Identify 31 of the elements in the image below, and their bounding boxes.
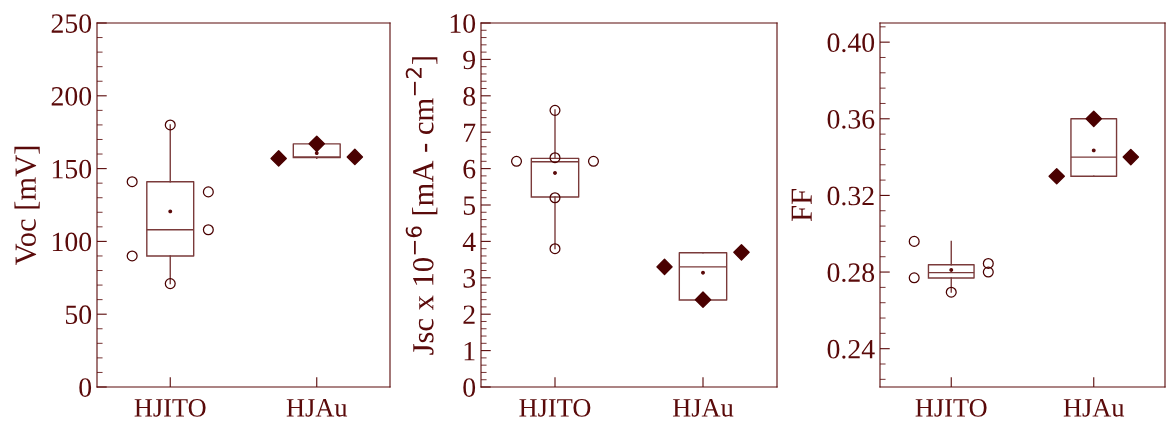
y-tick-label: 0.40 <box>827 33 875 53</box>
y-tick-label: 0.24 <box>827 339 875 359</box>
y-tick-label: 200 <box>51 86 92 106</box>
y-tick-label: 1 <box>464 341 475 361</box>
y-axis-title: FF <box>791 189 812 222</box>
x-tick-label: HJAu <box>1063 399 1125 417</box>
y-tick-label: 3 <box>463 269 476 288</box>
x-tick-label: HJAu <box>672 399 734 417</box>
x-tick-label: HJAu <box>286 399 348 417</box>
y-tick-label: 150 <box>52 159 92 179</box>
y-tick-label: 50 <box>65 305 92 325</box>
y-tick-label: 0 <box>463 378 476 397</box>
y-axis-title: Jsc x 10$^{−6}$ [mA - cm$^{−2}$] <box>405 57 438 355</box>
y-tick-label: 8 <box>463 86 476 106</box>
y-tick-label: 6 <box>463 159 476 179</box>
y-tick-label: 0.32 <box>827 186 874 206</box>
y-tick-label: 0 <box>79 378 92 397</box>
y-axis-title: Voc [mV] <box>14 146 40 266</box>
y-tick-label: 10 <box>450 14 476 33</box>
y-tick-label: 4 <box>462 232 476 252</box>
x-tick-label: HJITO <box>519 398 591 417</box>
y-tick-label: 0.28 <box>827 263 875 283</box>
y-tick-label: 2 <box>463 305 475 324</box>
x-tick-label: HJITO <box>134 398 206 417</box>
y-tick-label: 100 <box>52 232 92 252</box>
y-tick-label: 9 <box>463 50 475 70</box>
y-tick-label: 5 <box>463 196 476 215</box>
y-tick-label: 7 <box>464 123 476 142</box>
y-tick-label: 250 <box>51 14 92 33</box>
x-tick-label: HJITO <box>915 398 987 417</box>
y-tick-label: 0.36 <box>827 109 875 129</box>
